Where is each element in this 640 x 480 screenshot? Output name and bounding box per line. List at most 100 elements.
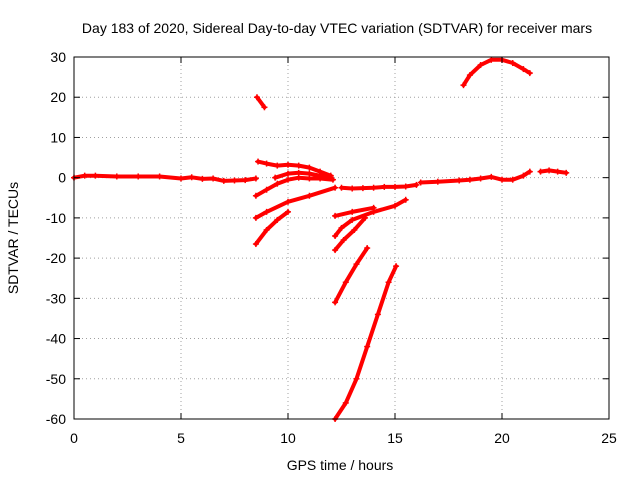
data-point: [364, 343, 371, 350]
data-point: [340, 237, 347, 244]
data-point: [295, 162, 302, 169]
data-point: [306, 164, 313, 171]
x-tick-label: 25: [601, 430, 617, 446]
chart-title: Day 183 of 2020, Sidereal Day-to-day VTE…: [82, 20, 592, 36]
data-point: [188, 174, 195, 181]
data-point: [477, 175, 484, 182]
data-point: [332, 232, 339, 239]
data-point: [199, 175, 206, 182]
data-point: [306, 175, 313, 182]
series-trace-1: [255, 95, 267, 110]
series-trace-0: [72, 173, 258, 183]
data-point: [563, 169, 570, 176]
data-point: [338, 184, 345, 191]
data-point: [285, 170, 291, 177]
data-point: [349, 208, 356, 215]
data-point: [359, 185, 366, 192]
data-point: [353, 261, 360, 268]
y-tick-label: -60: [46, 411, 66, 427]
data-point: [135, 173, 142, 180]
y-tick-label: 20: [50, 89, 66, 105]
data-point: [252, 214, 259, 221]
data-point: [349, 216, 356, 223]
data-point: [392, 202, 398, 209]
data-point: [477, 62, 484, 69]
data-point: [242, 177, 249, 184]
y-tick-label: -40: [46, 331, 66, 347]
plot-frame: [73, 56, 610, 420]
data-point: [261, 104, 268, 111]
y-tick-label: -20: [46, 250, 66, 266]
data-point: [332, 299, 339, 306]
series-trace-10: [333, 246, 370, 305]
y-tick-label: 0: [58, 170, 66, 186]
data-point: [509, 176, 516, 183]
data-point: [370, 184, 377, 191]
data-point: [385, 279, 392, 286]
data-point: [285, 208, 291, 215]
series-trace-7: [333, 197, 408, 238]
data-point: [338, 224, 345, 231]
y-tick-label: -50: [46, 371, 66, 387]
data-point: [252, 192, 259, 199]
data-point: [392, 183, 398, 190]
x-tick-label: 20: [494, 430, 510, 446]
data-point: [263, 208, 270, 215]
series-trace-14: [461, 57, 532, 88]
data-point: [210, 175, 217, 182]
data-point: [274, 180, 281, 187]
data-point: [456, 177, 463, 184]
data-point: [306, 192, 313, 199]
data-point: [499, 176, 505, 183]
data-point: [113, 173, 120, 180]
data-point: [263, 226, 270, 233]
data-point: [274, 216, 281, 223]
data-point: [285, 176, 291, 183]
data-point: [413, 181, 420, 188]
data-point: [381, 183, 388, 190]
data-point: [156, 173, 163, 180]
x-axis-label: GPS time / hours: [287, 457, 394, 473]
data-point: [220, 177, 227, 184]
data-point: [526, 168, 533, 175]
data-point: [402, 196, 409, 203]
data-point: [252, 241, 259, 248]
data-point: [488, 56, 495, 63]
data-point: [332, 212, 339, 219]
data-point: [353, 375, 360, 382]
x-tick-label: 15: [387, 430, 403, 446]
data-point: [364, 245, 371, 252]
data-point: [362, 214, 369, 221]
data-point: [349, 185, 356, 192]
data-point: [263, 160, 270, 167]
data-point: [554, 168, 561, 175]
data-point: [351, 226, 358, 233]
series-trace-6: [253, 209, 290, 246]
data-point: [329, 176, 336, 183]
y-tick-label: 10: [50, 129, 66, 145]
data-point: [317, 175, 324, 182]
data-point: [272, 174, 279, 181]
x-tick-label: 5: [177, 430, 185, 446]
data-series: [71, 56, 570, 422]
x-tick-label: 0: [70, 430, 78, 446]
series-trace-15: [538, 168, 569, 175]
data-point: [342, 399, 349, 406]
series-trace-13: [418, 169, 532, 185]
axis-ticks: 0 5 10 15 20 25 30 20 10 0 -10 -20 -30 -40 -50 -60: [46, 49, 617, 446]
data-point: [417, 179, 424, 186]
data-point: [466, 72, 473, 79]
data-point: [546, 167, 553, 174]
y-tick-label: -30: [46, 290, 66, 306]
data-point: [520, 66, 527, 73]
y-tick-label: -10: [46, 210, 66, 226]
data-point: [263, 186, 270, 193]
data-point: [526, 70, 533, 77]
data-point: [274, 162, 281, 169]
series-trace-9: [333, 215, 367, 253]
data-point: [252, 175, 259, 182]
data-point: [393, 263, 400, 270]
data-point: [285, 198, 291, 205]
data-point: [295, 174, 302, 181]
